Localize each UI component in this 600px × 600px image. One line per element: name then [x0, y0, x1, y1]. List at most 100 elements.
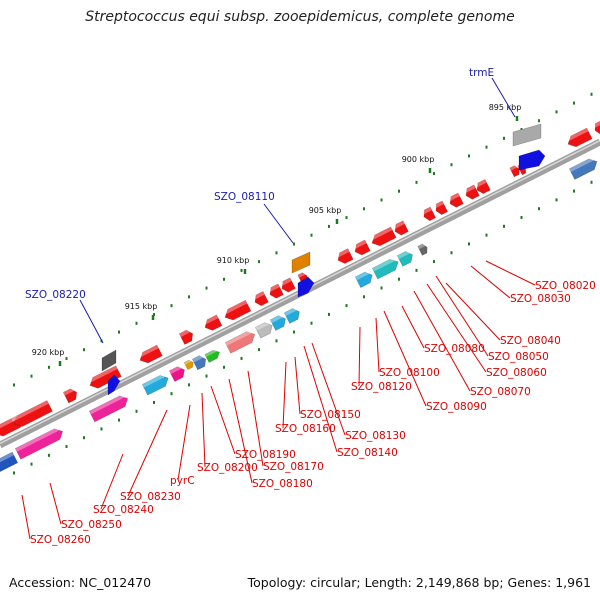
- gene-body: [14, 428, 64, 460]
- gene-body: [13, 400, 53, 427]
- gene-body: [568, 158, 598, 180]
- gene-label-szo-08110: SZO_08110: [214, 191, 275, 203]
- gene-shine: [15, 426, 62, 452]
- gene-forward: [335, 248, 354, 264]
- tick-label: 895 kbp: [489, 103, 522, 112]
- gene-shine: [474, 179, 487, 188]
- gene-body: [354, 271, 373, 288]
- gene-body: [512, 123, 542, 147]
- gene-forward: [222, 299, 252, 321]
- gene-body: [178, 329, 194, 345]
- gene-forward: [178, 328, 194, 345]
- szo-08080-callout: SZO_08080: [401, 305, 485, 355]
- gene-label-szo-08190: SZO_08190: [235, 449, 296, 461]
- gene-shine: [0, 416, 18, 432]
- gene-forward: [202, 314, 223, 331]
- gene-forward: [463, 184, 480, 200]
- gene-shine: [87, 365, 118, 384]
- gene-shine: [202, 314, 219, 326]
- gene-body: [254, 291, 269, 307]
- gene-forward: [474, 178, 491, 195]
- gene-body: [204, 349, 220, 363]
- gene-shine: [433, 200, 444, 209]
- callout-line: [445, 282, 501, 341]
- gene-shine: [0, 452, 14, 468]
- gene-shine: [509, 164, 519, 171]
- gene-label-szo-08120: SZO_08120: [351, 381, 412, 393]
- gene-forward: [0, 416, 22, 437]
- szo-08230-callout: SZO_08230: [120, 409, 181, 503]
- gene-body: [141, 375, 169, 396]
- gene-forward: [433, 200, 449, 216]
- callout-line: [100, 453, 124, 510]
- gene-body: [337, 248, 354, 264]
- gene-body: [254, 322, 273, 339]
- gene-body: [567, 127, 593, 148]
- gene-body-reverse: [518, 149, 546, 171]
- gene-shine: [225, 328, 254, 346]
- gene-shine: [397, 249, 412, 259]
- callout-line: [79, 299, 104, 344]
- callout-line: [201, 392, 206, 468]
- gene-body: [269, 283, 284, 299]
- gene-body: [417, 243, 428, 256]
- gene-body: [204, 314, 223, 331]
- gene-body: [62, 388, 78, 404]
- gene-label-szo-08160: SZO_08160: [275, 423, 336, 435]
- gene-forward: [592, 120, 600, 135]
- gene-reverse: [269, 313, 286, 331]
- gene-forward: [279, 277, 296, 293]
- gene-body: [394, 220, 409, 236]
- gene-label-szo-08080: SZO_08080: [424, 343, 485, 355]
- callout-line: [127, 409, 168, 497]
- gene-reverse: [88, 393, 129, 423]
- gene-shine: [417, 242, 427, 250]
- gene-reverse: [417, 242, 428, 256]
- gene-reverse: [168, 364, 185, 382]
- gene-label-szo-08070: SZO_08070: [470, 386, 531, 398]
- gene-label-pyrc: pyrC: [170, 475, 195, 487]
- gene-reverse: [396, 249, 413, 267]
- gene-label-szo-08220: SZO_08220: [25, 289, 86, 301]
- gene-label-szo-08250: SZO_08250: [61, 519, 122, 531]
- gene-forward: [369, 226, 397, 247]
- gene-shine: [335, 248, 350, 259]
- gene-body: [283, 308, 300, 324]
- gene-shine: [192, 353, 205, 363]
- szo-08150-callout: SZO_08150: [294, 356, 361, 421]
- callout-line: [263, 203, 294, 244]
- gene-body: [476, 178, 491, 195]
- szo-08190-callout: SZO_08190: [210, 385, 296, 461]
- gene-shine: [392, 220, 405, 230]
- gene-shine: [255, 320, 272, 331]
- tick-label: 900 kbp: [402, 155, 435, 164]
- gene-body: [371, 258, 399, 280]
- callout-line: [210, 385, 236, 455]
- callout-line: [375, 317, 380, 373]
- gene-shine: [369, 226, 393, 241]
- szo-08140-callout: SZO_08140: [303, 345, 398, 459]
- gene-label-szo-08260: SZO_08260: [30, 534, 91, 546]
- gene-label-szo-08240: SZO_08240: [93, 504, 154, 516]
- gene-shine: [279, 277, 292, 287]
- gene-body: [423, 206, 437, 222]
- gene-reverse: [354, 269, 373, 288]
- gene-body-reverse: [297, 276, 315, 298]
- gene-body: [509, 165, 520, 178]
- gene-forward: [421, 206, 437, 222]
- gene-shine: [372, 256, 398, 272]
- szo-08260-callout: SZO_08260: [21, 494, 91, 546]
- gene-shine: [11, 400, 49, 422]
- gene-label-szo-08140: SZO_08140: [337, 447, 398, 459]
- gene-label-szo-08040: SZO_08040: [500, 335, 561, 347]
- callout-line: [413, 290, 471, 392]
- gene-body-reverse: [107, 374, 121, 396]
- gene-body: [435, 200, 449, 216]
- szo-08200-callout: SZO_08200: [197, 392, 258, 474]
- gene-body: [101, 349, 117, 372]
- szo-08020-callout: SZO_08020: [485, 260, 596, 292]
- gene-forward: [565, 127, 593, 148]
- gene-label-szo-08130: SZO_08130: [345, 430, 406, 442]
- callout-line: [485, 260, 536, 286]
